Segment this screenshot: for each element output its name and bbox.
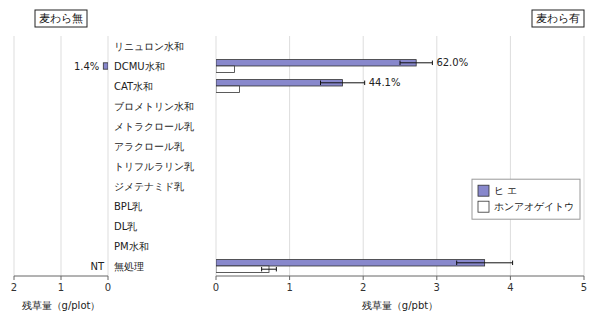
bar: [216, 40, 217, 46]
title-box: [35, 10, 87, 27]
panel-0: 2 1 0 残草量（g/plot） 麦わら無 1.4% NT: [11, 10, 111, 311]
bar: [216, 140, 217, 146]
legend-box: [472, 179, 580, 219]
tick-mark: [289, 276, 290, 280]
bar: [216, 220, 217, 226]
tick-mark: [108, 276, 109, 280]
tick-mark: [363, 276, 364, 280]
tick-label: 4: [507, 282, 513, 293]
title: 麦わら有: [536, 12, 580, 25]
category-label: メトラクロール乳: [114, 121, 194, 132]
error-bar: [262, 267, 277, 271]
category-label: DL乳: [114, 221, 137, 232]
bar: [103, 63, 108, 69]
category-label: PM水和: [114, 241, 149, 252]
category-label: アラクロール乳: [114, 141, 184, 152]
category-label: ジメテナミド乳: [114, 181, 184, 192]
grid-line: [108, 36, 109, 276]
bar: [216, 226, 217, 232]
tick-label: 0: [213, 282, 219, 293]
category-labels: リニュロン水和 DCMU水和 CAT水和ブロメトリン水和メトラクロール乳アラクロール…: [114, 41, 194, 272]
annotation: NT: [90, 261, 104, 272]
grid-line: [14, 36, 15, 276]
tick-label: 0: [105, 282, 111, 293]
bar: [216, 46, 217, 52]
category-label: BPL乳: [114, 201, 142, 212]
annotation: 44.1%: [369, 77, 401, 88]
legend-label: ホンアオゲイトウ: [494, 201, 574, 212]
tick-label: 5: [581, 282, 587, 293]
bar: [216, 180, 217, 186]
x-axis-line: [216, 276, 584, 277]
tick-label: 2: [360, 282, 366, 293]
bar: [216, 166, 217, 172]
error-bar: [400, 61, 432, 65]
title: 麦わら無: [39, 12, 83, 25]
category-label: CAT水和: [114, 81, 153, 92]
tick-mark: [14, 276, 15, 280]
category-label: トリフルラリン乳: [114, 161, 194, 172]
bar: [216, 60, 416, 66]
category-label: ブロメトリン水和: [114, 101, 194, 112]
bar: [216, 200, 217, 206]
category-label: リニュロン水和: [114, 41, 184, 52]
bar: [216, 100, 217, 106]
title-group: 麦わら有: [532, 10, 584, 27]
legend: ヒ エホンアオゲイトウ: [472, 179, 580, 219]
category-label: DCMU水和: [114, 61, 165, 72]
tick-label: 1: [58, 282, 64, 293]
error-bar: [457, 261, 513, 265]
bar: [216, 106, 217, 112]
title-group: 麦わら無: [35, 10, 87, 27]
bar: [216, 66, 234, 72]
panel-1: 0 1 2 3 4 5 残草量（g/pbt） 麦わら有 62.0% 44.1% ヒ エホンアオゲイト…: [213, 10, 587, 311]
tick-mark: [436, 276, 437, 280]
legend-swatch: [478, 201, 489, 212]
legend-swatch: [478, 185, 489, 196]
category-label: 無処理: [114, 261, 144, 272]
bar: [216, 246, 217, 252]
error-bar: [321, 81, 365, 85]
tick-mark: [584, 276, 585, 280]
grid-line: [510, 36, 511, 276]
grid-line: [584, 36, 585, 276]
chart: 210残草量（g/plot）麦わら無1.4%NT012345残草量（g/pbt）…: [0, 0, 597, 328]
x-axis-label: 残草量（g/pbt）: [362, 300, 438, 311]
annotation: 1.4%: [74, 61, 99, 72]
bar: [216, 240, 217, 246]
tick-label: 1: [286, 282, 292, 293]
bar: [216, 120, 217, 126]
x-axis-label: 残草量（g/plot）: [22, 300, 101, 311]
tick-mark: [510, 276, 511, 280]
bar: [216, 266, 269, 272]
tick-mark: [216, 276, 217, 280]
title-box: [532, 10, 584, 27]
grid-line: [436, 36, 437, 276]
legend-label: ヒ エ: [494, 185, 517, 196]
tick-label: 2: [11, 282, 17, 293]
bar: [216, 146, 217, 152]
marks: [216, 60, 513, 273]
tick-mark: [61, 276, 62, 280]
bar: [216, 186, 217, 192]
bar: [216, 260, 485, 266]
grid-line: [61, 36, 62, 276]
bar: [216, 206, 217, 212]
bar: [216, 86, 240, 92]
marks: [103, 63, 108, 69]
bar: [216, 126, 217, 132]
x-axis-line: [14, 276, 108, 277]
tick-label: 3: [434, 282, 440, 293]
grid-line: [289, 36, 290, 276]
grid-line: [363, 36, 364, 276]
bar: [216, 160, 217, 166]
annotation: 62.0%: [436, 57, 468, 68]
